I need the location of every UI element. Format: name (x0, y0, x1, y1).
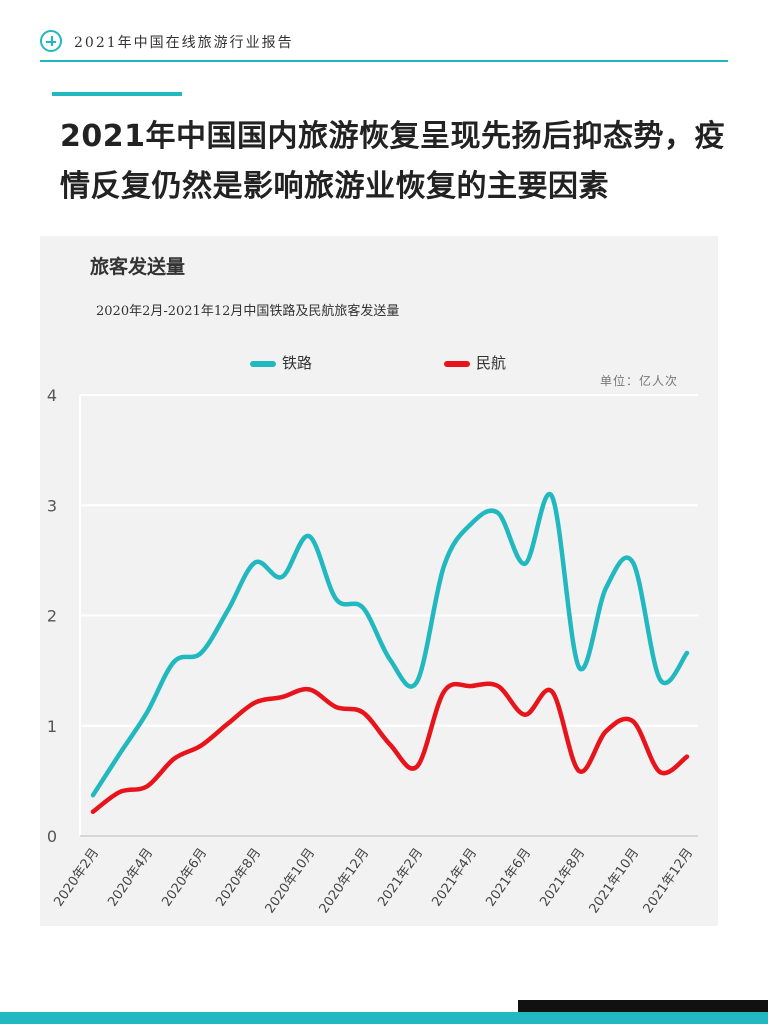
x-tick-label: 2020年8月 (213, 846, 264, 910)
x-tick-label: 2020年4月 (105, 846, 156, 910)
y-tick-label: 3 (47, 496, 57, 515)
legend-item-rail: 铁路 (250, 352, 312, 373)
y-tick-label: 4 (47, 386, 57, 405)
report-header: 2021年中国在线旅游行业报告 (40, 30, 728, 64)
legend-swatch-rail (250, 360, 276, 367)
footer-teal-bar (0, 1012, 768, 1024)
x-tick-label: 2020年10月 (263, 846, 319, 917)
x-tick-label: 2021年2月 (375, 846, 426, 910)
legend-item-air: 民航 (444, 352, 506, 373)
chart-subtitle: 2020年2月-2021年12月中国铁路及民航旅客发送量 (96, 304, 400, 319)
x-tick-label: 2020年12月 (317, 846, 373, 917)
footer-dark-bar (518, 1000, 768, 1012)
panel-title: 旅客发送量 (90, 256, 186, 278)
y-tick-label: 0 (47, 827, 57, 846)
x-tick-label: 2021年6月 (483, 846, 534, 910)
unit-label: 单位：亿人次 (600, 374, 679, 388)
chart-panel: 旅客发送量 2020年2月-2021年12月中国铁路及民航旅客发送量 铁路 民航… (40, 236, 718, 926)
legend-label-rail: 铁路 (282, 354, 313, 372)
x-tick-label: 2020年2月 (51, 846, 102, 910)
x-tick-label: 2020年6月 (159, 846, 210, 910)
globe-logo-icon (40, 30, 62, 52)
y-tick-label: 1 (47, 717, 57, 736)
page-headline: 2021年中国国内旅游恢复呈现先扬后抑态势，疫情反复仍然是影响旅游业恢复的主要因… (60, 119, 725, 204)
x-tick-label: 2021年8月 (537, 846, 588, 910)
y-tick-label: 2 (47, 607, 57, 626)
series-line-rail (90, 491, 690, 798)
headline-accent-bar (52, 92, 182, 96)
x-tick-label: 2021年10月 (587, 846, 643, 917)
legend-label-air: 民航 (476, 354, 507, 372)
report-title: 2021年中国在线旅游行业报告 (74, 35, 294, 51)
header-divider (40, 60, 728, 62)
series-line-air (90, 681, 690, 814)
legend-swatch-air (444, 360, 470, 367)
x-tick-label: 2021年4月 (429, 846, 480, 910)
line-chart: 0 1 2 3 4 2020年2月 2020年4月 2020年6月 2020年8月2020年10… (47, 386, 698, 917)
x-tick-label: 2021年12月 (641, 846, 697, 917)
